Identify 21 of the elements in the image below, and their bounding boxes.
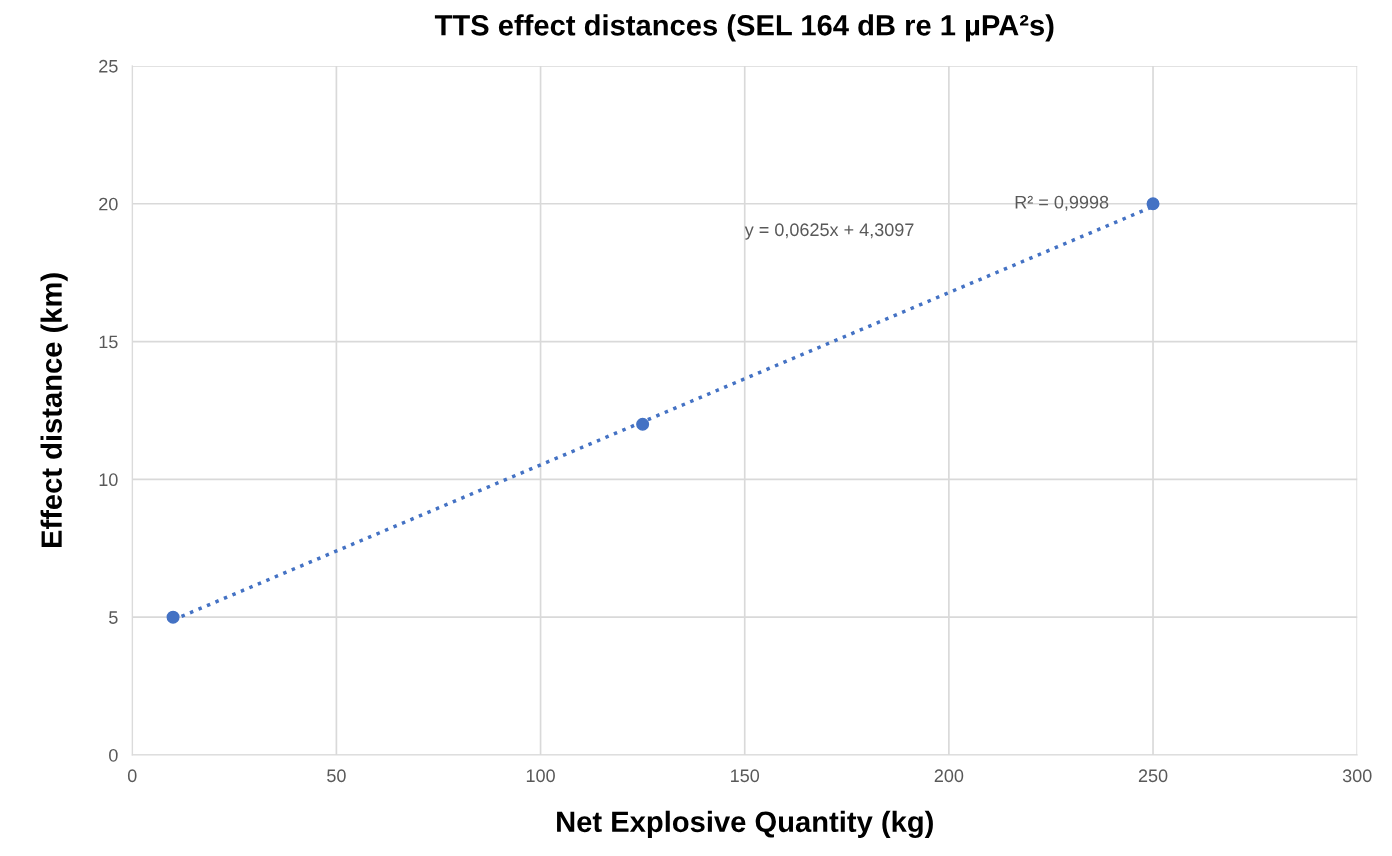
x-axis-title: Net Explosive Quantity (kg) xyxy=(557,810,933,839)
y-axis-title: Effect distance (km) xyxy=(40,273,68,548)
x-tick-label: 100 xyxy=(526,769,555,783)
y-tick-label: 20 xyxy=(99,197,118,211)
x-tick-label: 300 xyxy=(1342,769,1372,783)
y-tick-label: 25 xyxy=(99,59,118,73)
annotation: y = 0,0625x + 4,3097 xyxy=(744,223,914,240)
x-tick-label: 250 xyxy=(1138,769,1168,783)
y-tick-label: 15 xyxy=(99,335,118,349)
x-tick-label: 150 xyxy=(731,769,760,783)
point xyxy=(636,417,650,431)
point xyxy=(166,610,180,624)
y-tick-label: 0 xyxy=(109,748,118,762)
point xyxy=(1146,197,1160,211)
x-tick-label: 0 xyxy=(127,769,137,783)
annotation: R² = 0,9998 xyxy=(1015,195,1109,211)
x-tick-label: 200 xyxy=(934,769,964,783)
y-tick-label: 10 xyxy=(99,473,118,487)
y-tick-label: 5 xyxy=(109,611,118,624)
x-tick-label: 50 xyxy=(327,769,346,783)
chart-title: TTS effect distances (SEL 164 dB re 1 µPA²s) xyxy=(434,14,1054,42)
